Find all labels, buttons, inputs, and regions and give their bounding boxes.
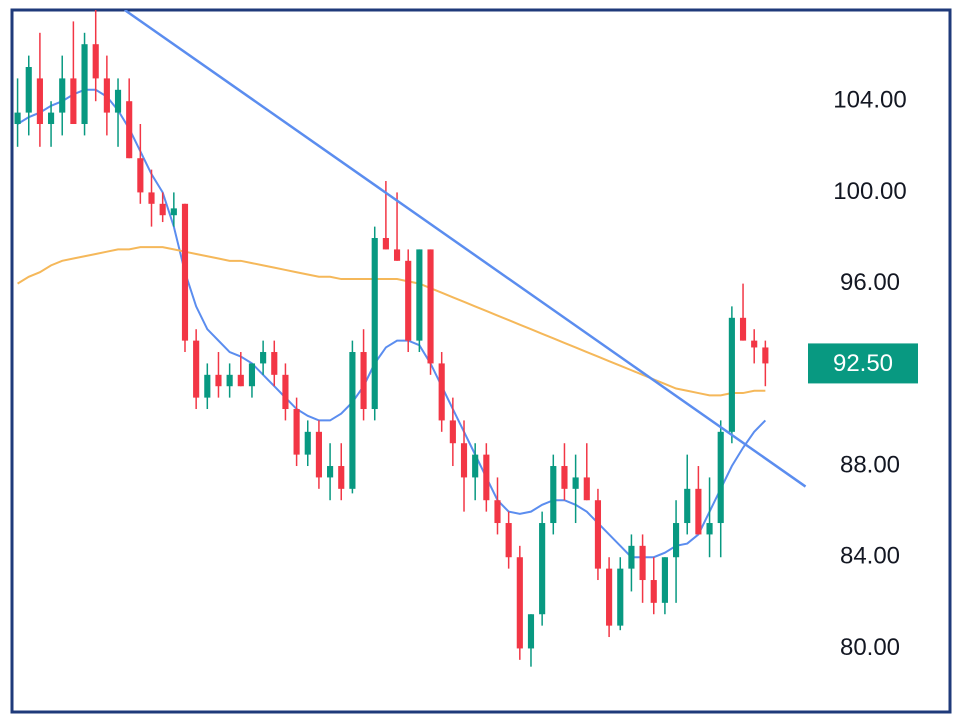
candle-body xyxy=(527,614,535,649)
candle-body xyxy=(617,568,624,626)
candle-body xyxy=(550,466,557,524)
y-tick-label: 80.00 xyxy=(840,634,900,661)
candle-body xyxy=(271,352,278,375)
candle-body xyxy=(59,78,66,113)
candle-body xyxy=(159,203,166,216)
candle-body xyxy=(717,431,724,524)
candle-body xyxy=(393,249,401,261)
candle-body xyxy=(762,347,769,364)
candle-body xyxy=(204,374,211,398)
candle-body xyxy=(126,101,133,159)
candle-body xyxy=(650,580,657,603)
candle-body xyxy=(494,500,501,524)
candle-body xyxy=(405,260,412,341)
candle-body xyxy=(427,249,434,364)
candle-body xyxy=(751,340,758,348)
candle-body xyxy=(561,466,568,489)
candle-body xyxy=(25,67,32,113)
candle-body xyxy=(282,374,289,410)
candle-body xyxy=(460,443,468,478)
moving-average xyxy=(17,246,766,397)
candle-body xyxy=(92,44,99,79)
candle-body xyxy=(215,374,222,387)
candle-body xyxy=(516,557,523,649)
price-axis: 80.00 84.00 88.00 96.00 100.00 104.00 92.50 xyxy=(808,87,918,661)
candle-body xyxy=(170,208,177,216)
candle-body xyxy=(706,523,713,535)
candle-body xyxy=(293,409,300,455)
trend-line xyxy=(124,10,807,488)
candle-body xyxy=(728,317,735,432)
candle-body xyxy=(695,488,702,535)
candle-body xyxy=(260,352,267,364)
last-price-label: 92.50 xyxy=(833,350,893,377)
candle-body xyxy=(304,431,311,455)
candle-body xyxy=(416,249,423,341)
candle-body xyxy=(193,340,200,398)
candle-body xyxy=(70,78,77,125)
candle-body xyxy=(673,523,680,558)
candle-body xyxy=(360,352,367,410)
candle-body xyxy=(81,44,88,125)
candle-body xyxy=(382,238,389,250)
y-tick-label: 104.00 xyxy=(833,87,906,114)
candle-body xyxy=(505,523,512,558)
candle-body xyxy=(639,545,646,581)
candle-body xyxy=(349,352,356,489)
frame xyxy=(10,8,952,714)
candle-body xyxy=(114,89,122,113)
candle-body xyxy=(371,238,378,410)
candle-body xyxy=(539,523,546,615)
y-tick-label: 100.00 xyxy=(833,178,906,205)
candle-body xyxy=(583,477,590,501)
candle-body xyxy=(181,203,189,341)
candle-body xyxy=(661,557,668,603)
candle-body xyxy=(338,466,345,489)
candle-body xyxy=(472,454,479,478)
candle-body xyxy=(449,420,456,444)
y-tick-label: 88.00 xyxy=(840,451,900,478)
candle-body xyxy=(438,363,445,421)
y-tick-label: 84.00 xyxy=(840,543,900,570)
candle-body xyxy=(606,568,613,626)
candle-body xyxy=(684,488,691,524)
candle-body xyxy=(137,158,144,193)
y-tick-label: 96.00 xyxy=(840,269,900,296)
last-price-badge xyxy=(808,343,918,384)
candle-body xyxy=(103,78,110,113)
candle-body xyxy=(594,500,602,569)
candle-body xyxy=(572,477,579,489)
candle-body xyxy=(36,78,43,125)
candle-body xyxy=(628,545,635,569)
candle-body xyxy=(47,112,55,125)
candle-body xyxy=(739,317,747,341)
candle-body xyxy=(148,192,155,204)
candle-body xyxy=(483,454,490,501)
candle-body xyxy=(226,374,233,387)
plot-area xyxy=(14,10,807,667)
candle-body xyxy=(315,431,322,478)
candle-body xyxy=(248,363,256,387)
candle-body xyxy=(237,374,244,387)
candle-body xyxy=(14,112,21,125)
candle-body xyxy=(327,466,334,478)
